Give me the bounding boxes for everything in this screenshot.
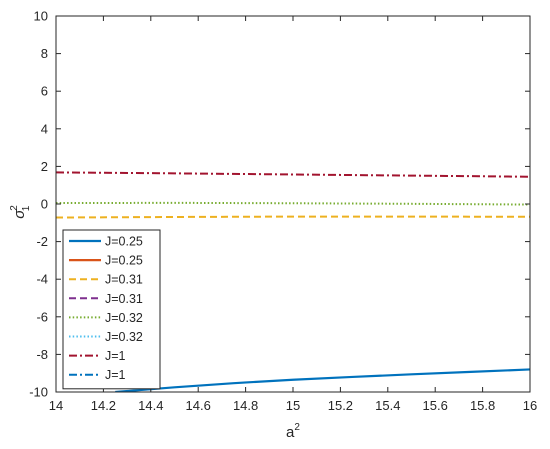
- x-tick-label: 16: [523, 398, 537, 413]
- x-tick-label: 15.2: [328, 398, 353, 413]
- series-line-2: [56, 215, 530, 219]
- x-tick-label: 14.8: [233, 398, 258, 413]
- x-axis-label: a2: [286, 422, 300, 441]
- y-axis-label: σ21: [9, 205, 32, 219]
- x-tick-label: 14.2: [91, 398, 116, 413]
- y-tick-label: 8: [41, 46, 48, 61]
- series-line-6: [56, 171, 530, 178]
- legend-label-3: J=0.31: [105, 292, 143, 306]
- x-tick-label: 14: [49, 398, 63, 413]
- legend-label-0: J=0.25: [105, 235, 143, 249]
- x-tick-label: 15.8: [470, 398, 495, 413]
- legend-label-7: J=1: [105, 368, 126, 382]
- y-tick-label: 2: [41, 159, 48, 174]
- legend-label-4: J=0.32: [105, 311, 143, 325]
- y-tick-label: -2: [36, 234, 48, 249]
- x-tick-label: 15.6: [423, 398, 448, 413]
- x-tick-label: 14.6: [186, 398, 211, 413]
- series-line-0: [115, 368, 530, 392]
- legend-label-6: J=1: [105, 349, 126, 363]
- legend-label-5: J=0.32: [105, 330, 143, 344]
- y-tick-label: -10: [29, 385, 48, 400]
- x-tick-label: 15.4: [375, 398, 400, 413]
- y-tick-label: 6: [41, 84, 48, 99]
- y-tick-label: -4: [36, 272, 48, 287]
- legend-box: [62, 229, 161, 390]
- y-tick-label: -8: [36, 347, 48, 362]
- y-tick-label: 10: [34, 9, 48, 24]
- y-tick-label: -6: [36, 309, 48, 324]
- x-tick-label: 14.4: [138, 398, 163, 413]
- legend-label-2: J=0.31: [105, 273, 143, 287]
- series-line-4: [56, 201, 530, 206]
- y-tick-label: 0: [41, 197, 48, 212]
- y-tick-label: 4: [41, 121, 48, 136]
- x-tick-label: 15: [286, 398, 300, 413]
- legend-label-1: J=0.25: [105, 254, 143, 268]
